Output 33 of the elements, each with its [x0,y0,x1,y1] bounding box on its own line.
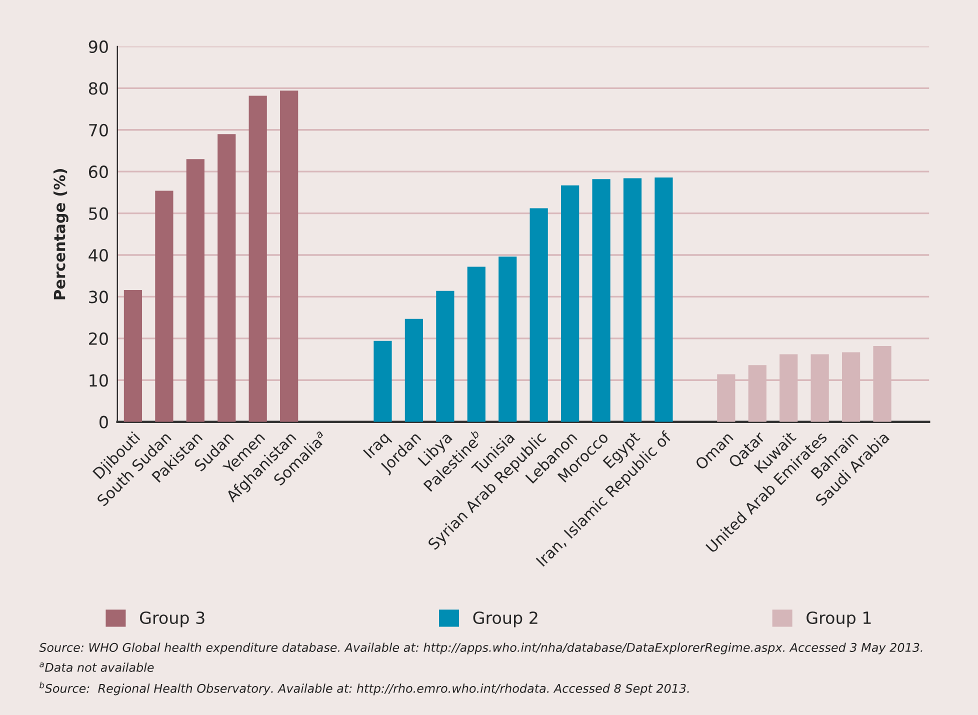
bar [592,179,610,422]
text: $^{a}$Data not available [40,662,154,672]
text: $^{b}$Source: Regional Health Observatory. Available at: http://rho.emro.who.int/rhodata. Accessed 8 Sept 2013. [40,682,689,696]
bar [280,90,298,422]
bar [436,290,454,422]
legend-label: Group 3 [140,611,204,628]
bar [186,159,204,422]
source-note: Source: WHO Global health expenditure database. Available at: http://apps.who.int/nha/database/DataExplorerRegime.aspx. Accessed 3 May 2013. [39,642,922,654]
bar [124,290,142,422]
bar [248,96,267,422]
y-tick-label: 30 [89,290,108,304]
bar [623,178,642,422]
y-tick-label: 70 [89,124,108,136]
y-tick-label: 40 [88,248,108,262]
bar [374,340,392,422]
y-tick-label: 60 [88,166,108,178]
bar [654,177,673,422]
y-tick-label: 0 [100,416,108,428]
bar [404,318,424,422]
y-tick-label: 50 [89,207,108,220]
bar [498,256,517,422]
bar [155,190,174,422]
legend-label: Group 2 [473,611,538,628]
y-tick-label: 20 [89,332,108,345]
y-axis-title: Percentage (%) [53,169,68,300]
legend-label: Group 1 [806,611,871,628]
bar [561,185,580,422]
y-tick-label: 80 [88,82,108,95]
y-tick-label: 10 [90,374,108,387]
y-tick-label: 90 [88,40,108,54]
bar [530,208,548,422]
bar [467,266,486,422]
bar [218,134,236,422]
